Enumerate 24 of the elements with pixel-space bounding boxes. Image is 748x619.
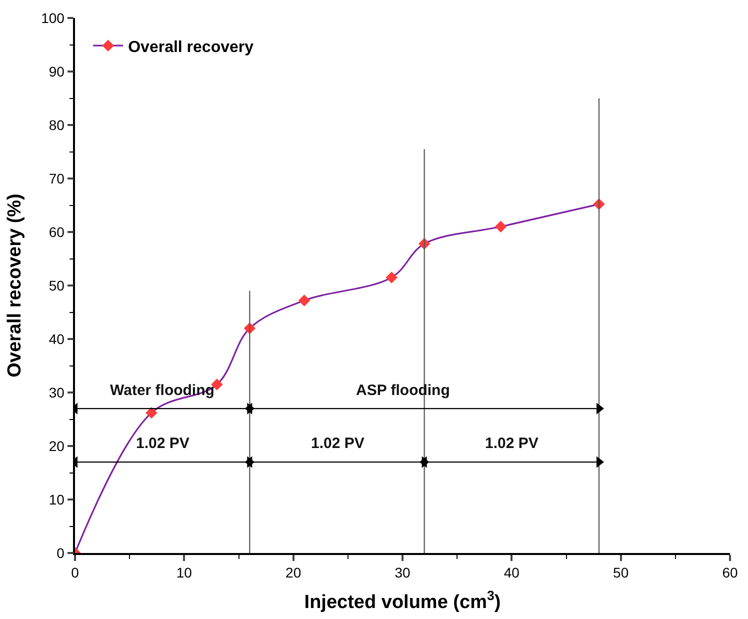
annotation: 1.02 PV xyxy=(311,435,364,452)
x-tick-label: 40 xyxy=(504,564,520,581)
y-tick-label: 60 xyxy=(48,224,65,240)
annotation: 1.02 PV xyxy=(485,435,538,452)
y-tick-label: 0 xyxy=(56,544,65,561)
y-tick-label: 50 xyxy=(48,277,65,294)
x-tick-label: 30 xyxy=(394,564,410,581)
y-axis-title: Overall recovery (%) xyxy=(4,194,26,378)
y-tick-label: 90 xyxy=(48,63,65,80)
x-tick-label: 50 xyxy=(613,564,629,581)
x-axis-title: Injected volume (cm$^{3}$) xyxy=(304,588,501,613)
y-tick-label: 10 xyxy=(48,491,65,508)
x-tick-label: 10 xyxy=(176,564,192,581)
x-tick-label: 20 xyxy=(286,564,302,581)
annotation: 1.02 PV xyxy=(136,435,190,452)
y-tick-label: 40 xyxy=(48,330,65,347)
y-tick-label: 30 xyxy=(48,384,65,400)
y-tick-label: 80 xyxy=(48,116,65,133)
x-tick-label: 60 xyxy=(722,564,738,581)
y-tick-label: 20 xyxy=(48,438,65,454)
x-tick-label: 0 xyxy=(71,564,80,581)
legend-label: Overall recovery xyxy=(128,38,254,56)
y-tick-label: 70 xyxy=(48,170,65,186)
y-tick-label: 100 xyxy=(41,10,65,26)
